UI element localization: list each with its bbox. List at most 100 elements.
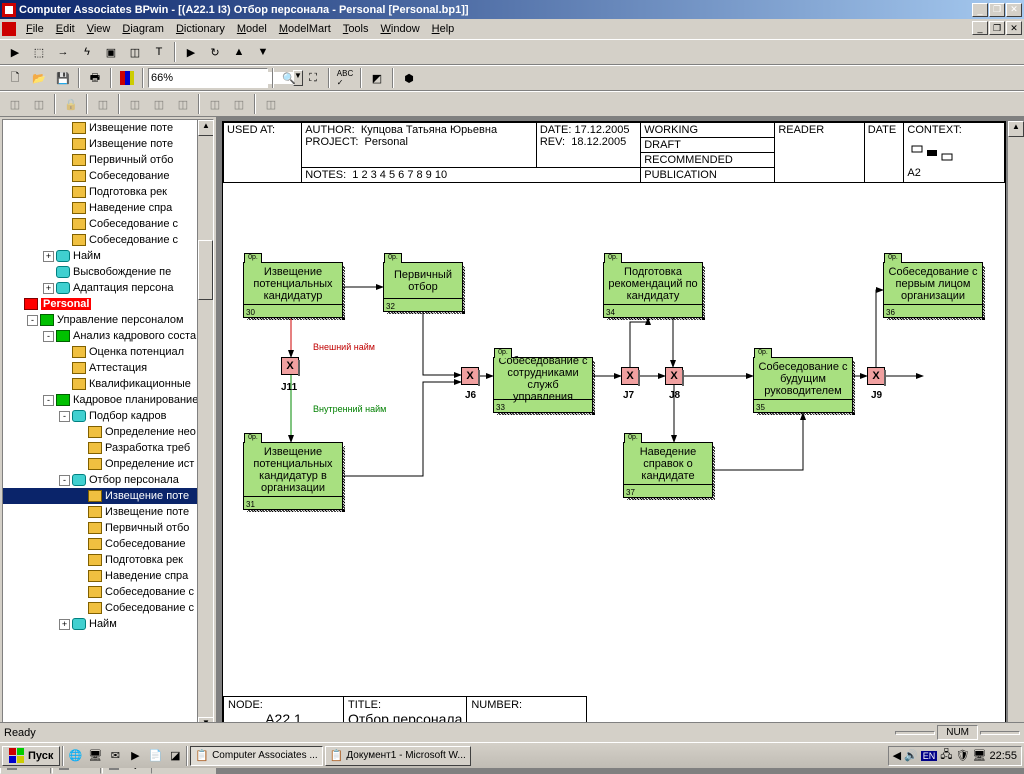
canvas-vscrollbar[interactable]: ▲▼ [1008,121,1024,752]
menu-file[interactable]: File [20,21,50,37]
mdi-minimize-button[interactable]: _ [972,21,988,35]
quicklaunch-app-icon[interactable]: ◪ [166,747,184,765]
tree-node[interactable]: Извещение поте [3,136,213,152]
quicklaunch-word-icon[interactable]: 📄 [146,747,164,765]
tree-node[interactable]: -Отбор персонала [3,472,213,488]
tree-node[interactable]: +Найм [3,248,213,264]
mdi-restore-button[interactable]: ❐ [989,21,1005,35]
close-button[interactable]: ✕ [1006,3,1022,17]
tree-node[interactable]: -Управление персоналом [3,312,213,328]
activity-box-33[interactable]: 0р.Собеседование с сотрудниками служб уп… [493,357,593,413]
tree-node[interactable]: +Адаптация персона [3,280,213,296]
tree-node[interactable]: Подготовка рек [3,552,213,568]
tree-node[interactable]: Собеседование с [3,600,213,616]
tree-view[interactable]: Извещение потеИзвещение потеПервичный от… [2,119,214,750]
play-button[interactable]: ▶ [180,41,202,63]
browser-button[interactable]: ◩ [366,67,388,89]
quicklaunch-outlook-icon[interactable]: ✉ [106,747,124,765]
palette-button[interactable] [116,67,138,89]
tree-node[interactable]: Извещение поте [3,488,213,504]
maximize-button[interactable]: ❐ [989,3,1005,17]
print-button[interactable]: 🖶 [84,67,106,89]
open-button[interactable]: 📂 [28,67,50,89]
junction-J8[interactable]: X [665,367,683,385]
tree-node[interactable]: Определение нео [3,424,213,440]
tree-node[interactable]: Первичный отбо [3,152,213,168]
tray-icon[interactable]: 🖥 [973,749,987,762]
zoom-in-button[interactable]: 🔍 [278,67,300,89]
tree-node[interactable]: Собеседование [3,168,213,184]
tree-node[interactable]: -Подбор кадров [3,408,213,424]
menu-diagram[interactable]: Diagram [116,21,170,37]
quicklaunch-ie-icon[interactable]: 🌐 [66,747,84,765]
activity-box-32[interactable]: 0р.Первичный отбор32 [383,262,463,312]
menu-view[interactable]: View [81,21,117,37]
tray-icon[interactable]: 🖧 [940,746,952,765]
tray-icon[interactable]: ◀ [893,749,901,762]
quicklaunch-desktop-icon[interactable]: 🖥 [86,747,104,765]
tree-node[interactable]: Извещение поте [3,504,213,520]
activity-tool-button[interactable]: ⬚ [28,41,50,63]
zoom-combo[interactable]: ▼ [148,68,268,88]
junction-J9[interactable]: X [867,367,885,385]
down-button[interactable]: ▼ [252,41,274,63]
diagram-canvas[interactable]: USED AT: AUTHOR: Купцова Татьяна Юрьевна… [222,121,1006,734]
junction-J7[interactable]: X [621,367,639,385]
tree-node[interactable]: Разработка треб [3,440,213,456]
modelmart-button[interactable]: ⬢ [398,67,420,89]
activity-box-30[interactable]: 0р.Извещение потенциальных кандидатур30 [243,262,343,318]
menu-dictionary[interactable]: Dictionary [170,21,231,37]
tree-node[interactable]: Извещение поте [3,120,213,136]
activity-box-35[interactable]: 0р.Собеседование с будущим руководителем… [753,357,853,413]
activity-box-36[interactable]: 0р.Собеседование с первым лицом организа… [883,262,983,318]
diagram-workspace[interactable]: 0р.Извещение потенциальных кандидатур30 0… [223,182,1005,693]
taskbar-task[interactable]: 📋Документ1 - Microsoft W... [325,746,471,766]
up-button[interactable]: ▲ [228,41,250,63]
tree-node[interactable]: Собеседование с [3,232,213,248]
tree-node[interactable]: Наведение спра [3,200,213,216]
text-tool-button[interactable]: T [148,41,170,63]
tree-node[interactable]: Квалификационные [3,376,213,392]
tree-node[interactable]: Собеседование с [3,584,213,600]
menu-modelmart[interactable]: ModelMart [273,21,337,37]
menu-tools[interactable]: Tools [337,21,375,37]
taskbar-task[interactable]: 📋Computer Associates ... [190,746,322,766]
activity-box-37[interactable]: 0р.Наведение справок о кандидате37 [623,442,713,498]
tree-node[interactable]: Высвобождение пе [3,264,213,280]
tree-node[interactable]: -Анализ кадрового соста [3,328,213,344]
tree-node[interactable]: Собеседование [3,536,213,552]
new-button[interactable]: 🗋 [4,67,26,89]
tree-node[interactable]: Подготовка рек [3,184,213,200]
ref2-tool-button[interactable]: ◫ [124,41,146,63]
refresh-button[interactable]: ↻ [204,41,226,63]
tray-icon[interactable]: 🔊 [904,749,918,762]
tree-node[interactable]: Собеседование с [3,216,213,232]
minimize-button[interactable]: _ [972,3,988,17]
menu-edit[interactable]: Edit [50,21,81,37]
tree-node[interactable]: +Найм [3,616,213,632]
junction-J6[interactable]: X [461,367,479,385]
tree-node[interactable]: Определение ист [3,456,213,472]
tray-clock[interactable]: 22:55 [989,750,1017,762]
start-button[interactable]: Пуск [2,746,60,766]
tree-node[interactable]: Наведение спра [3,568,213,584]
ref-tool-button[interactable]: ▣ [100,41,122,63]
tray-icon[interactable]: 🛡 [956,749,970,762]
spellcheck-button[interactable]: ABC✓ [334,67,356,89]
activity-box-34[interactable]: 0р.Подготовка рекомендаций по кандидату3… [603,262,703,318]
mdi-close-button[interactable]: ✕ [1006,21,1022,35]
tree-node[interactable]: Аттестация [3,360,213,376]
tray-lang-icon[interactable]: EN [921,751,938,761]
tree-node[interactable]: Personal [3,296,213,312]
tree-vscrollbar[interactable]: ▲ ▼ [197,120,213,749]
zoom-fit-button[interactable]: ⛶ [302,67,324,89]
menu-window[interactable]: Window [375,21,426,37]
arrow-tool-button[interactable]: → [52,41,74,63]
tree-node[interactable]: Оценка потенциал [3,344,213,360]
menu-model[interactable]: Model [231,21,273,37]
menu-help[interactable]: Help [426,21,461,37]
quicklaunch-media-icon[interactable]: ▶ [126,747,144,765]
system-tray[interactable]: ◀ 🔊 EN 🖧 🛡 🖥 22:55 [888,746,1022,766]
activity-box-31[interactable]: 0р.Извещение потенциальных кандидатур в … [243,442,343,510]
junction-J11[interactable]: X [281,357,299,375]
